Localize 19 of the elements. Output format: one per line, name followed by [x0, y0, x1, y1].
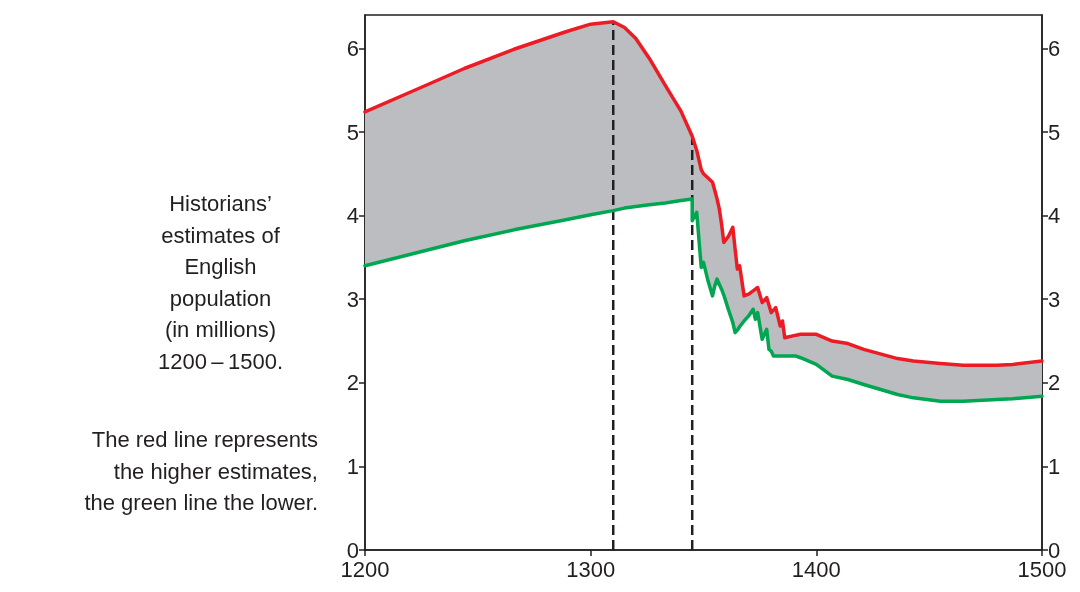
y2-tick-label: 6 [1048, 35, 1061, 61]
y2-tick-label: 5 [1048, 119, 1061, 145]
y2-tick-label: 0 [1048, 537, 1061, 563]
y-tick-label: 3 [346, 286, 359, 312]
y2-tick-label: 2 [1048, 370, 1061, 396]
y2-tick-label: 3 [1048, 286, 1061, 312]
y-tick-label: 5 [346, 119, 359, 145]
y-tick-label: 4 [346, 203, 359, 229]
text: Historians’ estimates of English population (in millions) 1200 – 1500. [158, 191, 284, 374]
line-series [363, 197, 1044, 403]
text: The red line represents the higher estimates, the green line the lower. [84, 427, 318, 516]
y2-tick-label: 4 [1048, 203, 1061, 229]
y-tick-label: 6 [346, 35, 359, 61]
y-tick-label: 2 [346, 370, 359, 396]
x-tick-label: 1400 [791, 556, 841, 582]
y-tick-label: 0 [346, 537, 359, 563]
y-tick-label: 1 [346, 453, 359, 479]
x-tick-label: 1300 [566, 556, 616, 582]
y2-tick-label: 1 [1048, 453, 1061, 479]
